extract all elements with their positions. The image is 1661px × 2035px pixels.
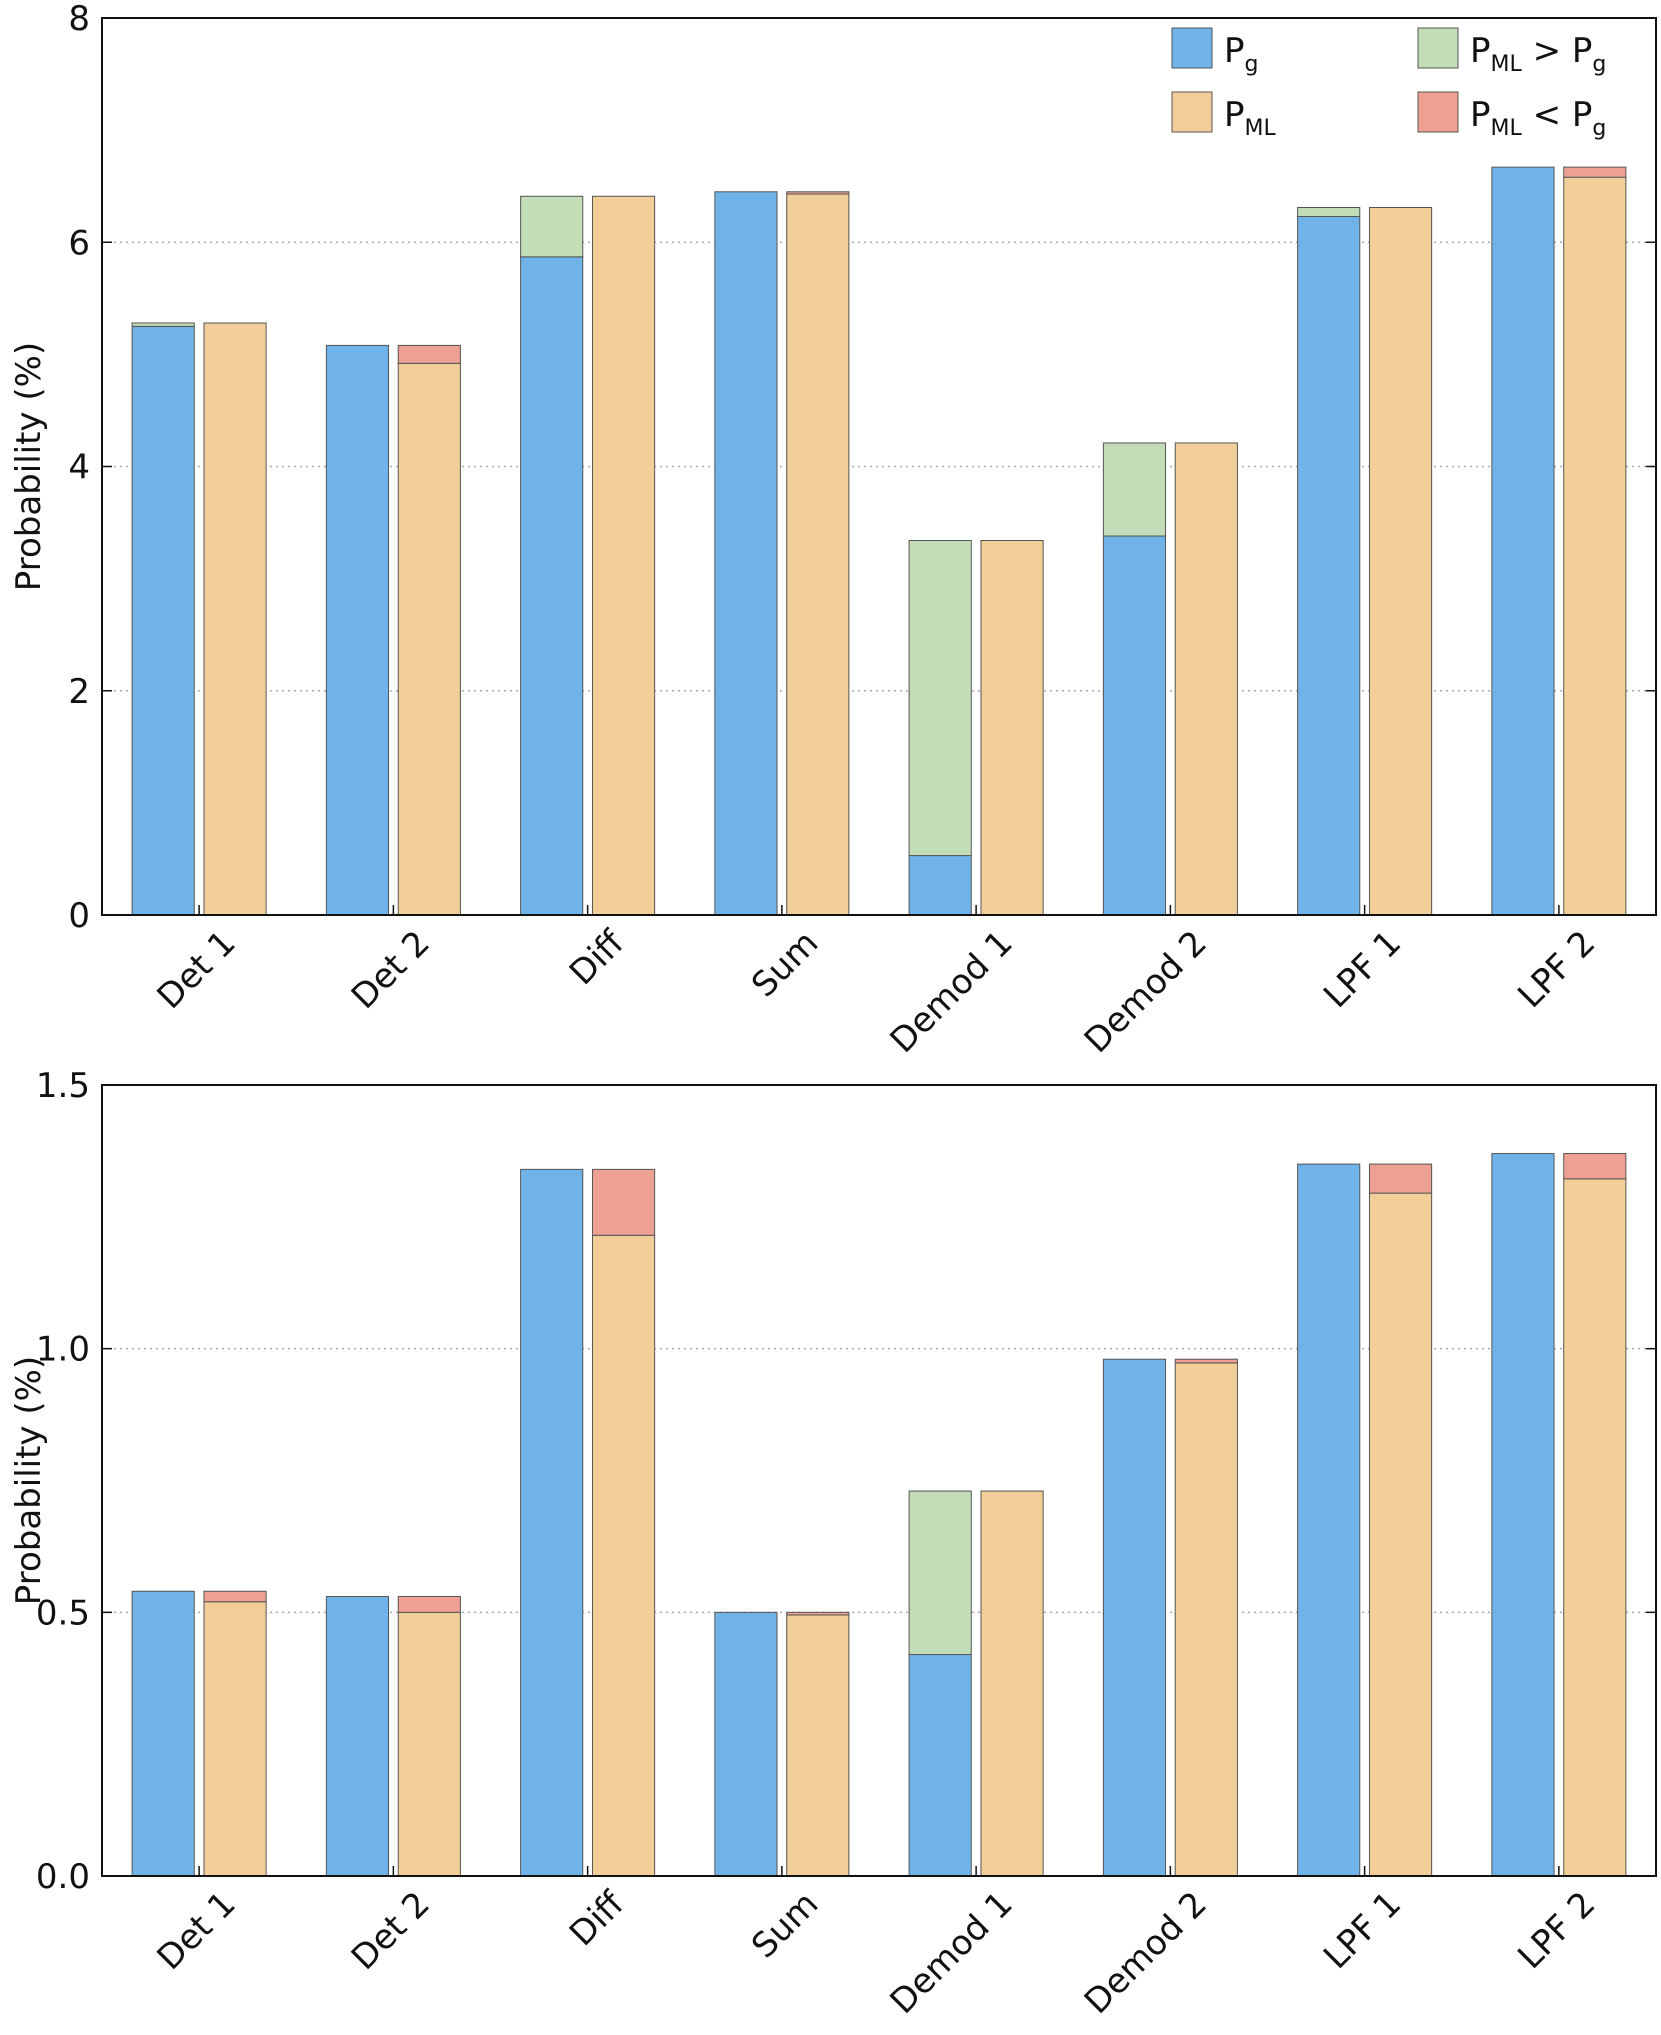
y-axis-title: Probability (%)	[9, 1356, 49, 1605]
bar-pg	[325, 344, 390, 916]
bar-pml	[980, 1490, 1044, 1877]
bar-pml-lt-pg	[1563, 166, 1627, 178]
legend-swatch-pml_gt_pg	[1417, 27, 1459, 69]
bar-pml	[1174, 1362, 1238, 1877]
bar-pml-lt-pg	[203, 1590, 267, 1603]
bar-pml-gt-pg	[131, 322, 195, 327]
bar-pg	[1297, 1163, 1361, 1877]
y-tick-label: 6	[68, 223, 90, 263]
y-tick-label: 0.0	[36, 1857, 90, 1897]
bar-pml-lt-pg	[397, 1596, 461, 1613]
bar-pml	[1368, 1192, 1433, 1877]
bar-pg	[520, 256, 584, 916]
bar-pg	[1491, 1153, 1555, 1877]
x-tick-label: LPF 1	[1316, 1884, 1409, 1977]
bar-pml	[203, 1601, 267, 1877]
bar-pml	[591, 195, 656, 916]
x-tick-label: Sum	[744, 923, 826, 1005]
x-tick-label: Diff	[562, 922, 633, 993]
bar-pml	[786, 1614, 850, 1877]
y-tick-label: 2	[68, 672, 90, 712]
x-tick-label: Demod 1	[883, 1884, 1021, 2022]
bar-pg	[908, 855, 972, 916]
bar-pml	[786, 193, 850, 916]
x-tick-label: Det 2	[344, 923, 438, 1017]
bar-pml-gt-pg	[1297, 206, 1361, 217]
x-tick-label: Diff	[562, 1883, 633, 1954]
x-tick-label: Demod 1	[883, 923, 1021, 1061]
bar-pg	[1102, 1358, 1167, 1877]
x-tick-label: Demod 2	[1077, 1884, 1215, 2022]
x-tick-label: LPF 2	[1510, 1884, 1603, 1977]
bar-pml-gt-pg	[520, 195, 584, 258]
bar-pml-lt-pg	[397, 344, 461, 364]
bar-pml-lt-pg	[786, 191, 850, 195]
bar-pml-gt-pg	[908, 1490, 972, 1656]
bar-pml	[203, 322, 267, 916]
x-tick-label: Demod 2	[1077, 923, 1215, 1061]
legend-swatch-pml	[1171, 91, 1213, 133]
legend-swatch-pg	[1171, 27, 1213, 69]
x-tick-label: Det 2	[344, 1884, 438, 1978]
bar-pg	[131, 1590, 195, 1877]
y-axis-title: Probability (%)	[9, 342, 49, 591]
bar-pml	[1563, 176, 1627, 916]
bar-pml	[1368, 206, 1433, 916]
legend-label-pg: Pg	[1224, 31, 1258, 77]
bar-pml-lt-pg	[1368, 1163, 1433, 1194]
bar-pml	[591, 1234, 656, 1877]
bar-pml-lt-pg	[786, 1611, 850, 1616]
y-tick-label: 0	[68, 896, 90, 936]
top-chart-panel: 0 2 4 6 8 Probability (%) Det 1 Det 2 Diff Sum Dem…	[9, 0, 1657, 1061]
bar-pg	[908, 1654, 972, 1877]
bar-pml-gt-pg	[1102, 442, 1167, 537]
bar-pg	[520, 1168, 584, 1877]
bottom-chart-panel: 0.0 0.5 1.0 1.5 Probability (%) Det 1 Det 2 Dif…	[9, 1066, 1657, 2022]
bar-pg	[325, 1596, 390, 1877]
x-tick-label: LPF 2	[1510, 923, 1603, 1016]
x-tick-label: LPF 1	[1316, 923, 1409, 1016]
bar-pml-lt-pg	[591, 1168, 656, 1236]
legend-swatch-pml_lt_pg	[1417, 91, 1459, 133]
x-tick-label: Det 1	[150, 923, 244, 1017]
bar-pml-lt-pg	[1174, 1358, 1238, 1364]
bar-pg	[714, 191, 778, 916]
bar-pml-lt-pg	[1563, 1153, 1627, 1180]
x-tick-label: Sum	[744, 1884, 826, 1966]
y-tick-label: 0.5	[36, 1593, 90, 1633]
legend-label-pml_gt_pg: PML > Pg	[1470, 31, 1606, 77]
y-tick-label: 8	[68, 0, 90, 39]
plot-frame	[101, 17, 1657, 916]
legend-label-pml: PML	[1224, 95, 1276, 141]
y-tick-label: 1.0	[36, 1330, 90, 1370]
bar-pg	[1297, 215, 1361, 916]
bar-pml	[397, 362, 461, 916]
bar-pml	[1563, 1178, 1627, 1877]
bar-pg	[1491, 166, 1555, 916]
bar-pml-gt-pg	[908, 540, 972, 857]
bar-pg	[1102, 535, 1167, 916]
bar-pg	[131, 325, 195, 916]
chart-legend: Pg PML PML > Pg PML < Pg	[1171, 27, 1606, 141]
plot-frame	[101, 1084, 1657, 1877]
legend-label-pml_lt_pg: PML < Pg	[1470, 95, 1606, 141]
bar-pml	[1174, 442, 1238, 916]
bar-pml	[980, 540, 1044, 916]
y-tick-label: 4	[68, 448, 90, 488]
y-tick-label: 1.5	[36, 1066, 90, 1106]
x-tick-label: Det 1	[150, 1884, 244, 1978]
bar-pml	[397, 1611, 461, 1877]
bar-pg	[714, 1611, 778, 1877]
